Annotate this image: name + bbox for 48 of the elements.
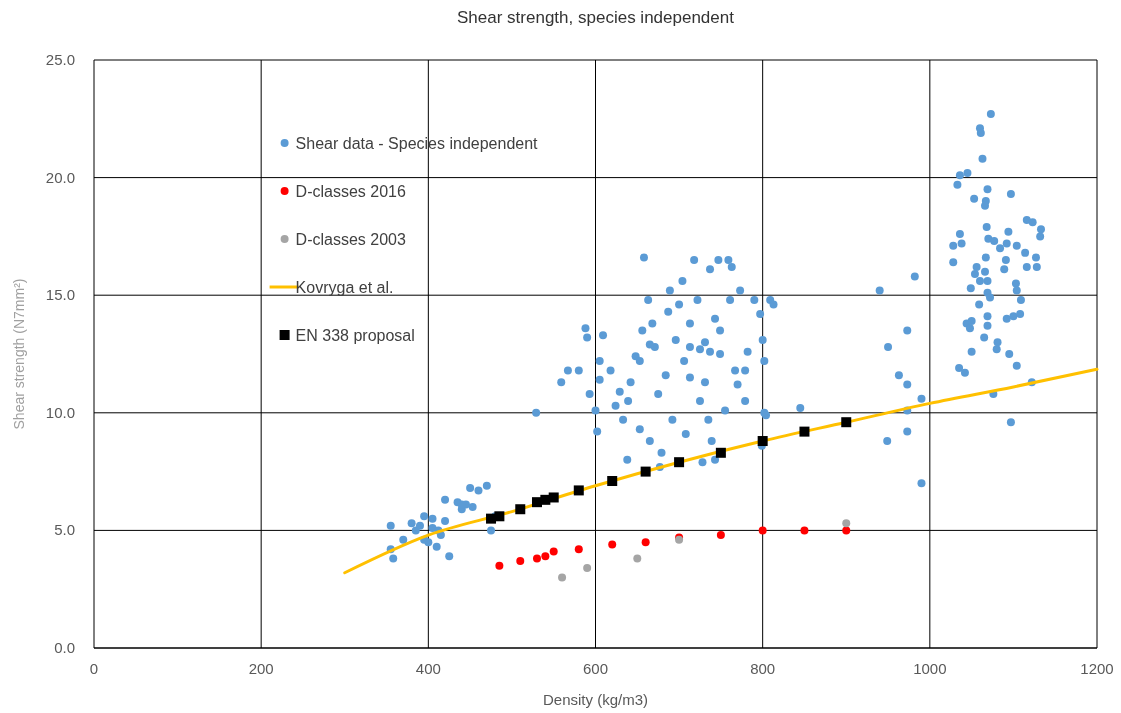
point [515, 504, 526, 515]
y-tick-label: 20.0 [45, 168, 75, 186]
y-tick-label: 0.0 [54, 639, 75, 656]
point [641, 538, 650, 547]
y-tick-label: 25.0 [45, 51, 75, 68]
point [799, 426, 810, 437]
x-tick-label: 600 [582, 660, 609, 677]
chart-title: Shear strength, species independent [457, 8, 735, 27]
y-tick-label: 15.0 [45, 286, 75, 304]
x-tick-label: 400 [415, 660, 441, 677]
point [607, 476, 618, 487]
point [549, 547, 558, 556]
point [494, 511, 505, 522]
line-series [343, 367, 1099, 575]
point [532, 554, 541, 563]
legend-label: EN 338 proposal [295, 327, 415, 344]
point [541, 552, 550, 561]
x-tick-label: 200 [248, 660, 274, 677]
point [674, 457, 685, 468]
x-axis-title: Density (kg/m3) [542, 691, 649, 708]
point [633, 554, 642, 563]
x-tick-label: 0 [89, 660, 99, 677]
point [842, 526, 851, 535]
point [516, 556, 525, 565]
x-tick-label: 800 [750, 660, 776, 677]
point [716, 531, 725, 540]
point [715, 447, 726, 458]
x-tick-label: 1200 [1080, 660, 1114, 677]
legend-label: D-classes 2016 [295, 183, 406, 200]
y-tick-label: 10.0 [45, 403, 75, 421]
point [800, 526, 809, 535]
y-tick-label: 5.0 [54, 521, 75, 539]
point [841, 417, 852, 428]
point [608, 540, 617, 549]
point [574, 545, 583, 554]
point [842, 519, 851, 528]
x-tick-label: 1000 [913, 660, 947, 677]
point [640, 466, 651, 477]
legend-label: Kovryga et al. [295, 279, 394, 296]
point [758, 526, 767, 535]
point [583, 564, 592, 573]
point [558, 573, 567, 582]
point [573, 485, 584, 496]
point [757, 436, 768, 447]
point [495, 561, 504, 570]
y-axis-title: Shear strength (N7mm²) [11, 278, 27, 430]
legend-label: D-classes 2003 [295, 231, 406, 248]
point [548, 492, 559, 503]
